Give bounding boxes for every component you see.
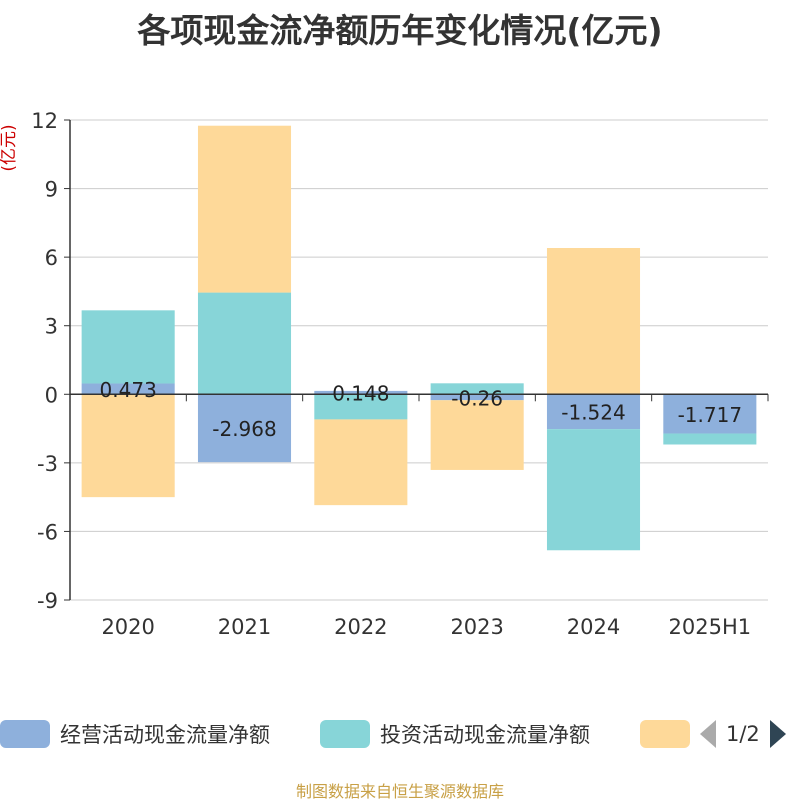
y-tick-label: 3 (45, 315, 58, 339)
bar-2025H1-series0 (663, 394, 757, 434)
bar-2024-series2 (546, 248, 641, 395)
x-tick-label: 2021 (218, 615, 271, 639)
data-label: -1.717 (678, 403, 742, 427)
x-tick-label: 2023 (450, 615, 503, 639)
bar-2020-series1 (81, 310, 175, 384)
legend-pager: 1/2 (700, 716, 786, 752)
chart-title: 各项现金流净额历年变化情况(亿元) (137, 11, 663, 50)
y-tick-label: 0 (45, 383, 58, 407)
axes: -9 -6 -3 0 3 6 9 12 2020 2021 2022 2023 2024 2025H1 (31, 109, 769, 639)
pager-prev-icon[interactable] (700, 720, 716, 748)
source-note: 制图数据来自恒生聚源数据库 (295, 782, 504, 801)
legend-swatch-financing (640, 720, 690, 748)
bar-2025H1-series1 (663, 433, 757, 445)
y-tick-label: 6 (45, 246, 58, 270)
legend-label-investing: 投资活动现金流量净额 (380, 723, 590, 747)
x-tick-label: 2022 (334, 615, 387, 639)
y-axis-unit: (亿元) (0, 124, 19, 171)
bar-2020-series0 (81, 383, 175, 395)
grid-lines (70, 119, 768, 601)
x-tick-label: 2020 (101, 615, 154, 639)
bar-2023-series1 (430, 383, 524, 395)
pager-next-icon[interactable] (769, 720, 786, 748)
legend-item-investing[interactable]: 投资活动现金流量净额 (320, 716, 590, 752)
bar-2022-series2 (314, 419, 408, 506)
bar-2023-series0 (430, 394, 524, 401)
x-tick-label: 2024 (567, 615, 620, 639)
y-tick-label: 12 (31, 109, 58, 133)
legend-label-operating: 经营活动现金流量净额 (60, 723, 270, 747)
legend-item-financing[interactable] (640, 716, 690, 752)
legend-swatch-operating (0, 720, 50, 748)
legend-swatch-investing (320, 720, 370, 748)
bar-2023-series2 (430, 400, 524, 470)
bar-2021-series0 (197, 394, 292, 463)
bar-2020-series2 (81, 394, 175, 498)
data-label: 0.148 (332, 382, 389, 406)
y-tick-label: -6 (37, 520, 58, 544)
data-label: -2.968 (212, 417, 276, 441)
bars (81, 125, 757, 551)
legend-item-operating[interactable]: 经营活动现金流量净额 (0, 716, 270, 752)
data-labels: 0.473 -2.968 0.148 -0.26 -1.524 -1.717 (100, 378, 743, 441)
bar-2024-series1 (546, 429, 641, 551)
pager-text: 1/2 (726, 722, 760, 746)
data-label: 0.473 (100, 378, 157, 402)
x-tick-label: 2025H1 (669, 615, 752, 639)
y-tick-label: 9 (45, 178, 58, 202)
bar-2021-series1 (197, 292, 292, 395)
y-tick-label: -9 (37, 589, 58, 613)
y-tick-label: -3 (37, 452, 58, 476)
bar-2021-series2 (197, 125, 292, 293)
data-label: -1.524 (561, 401, 625, 425)
bar-2022-series1 (314, 394, 408, 420)
legend: 经营活动现金流量净额 投资活动现金流量净额 (0, 716, 800, 756)
data-label: -0.26 (451, 386, 503, 410)
bar-2024-series0 (546, 394, 641, 430)
bar-2022-series0 (314, 390, 408, 395)
